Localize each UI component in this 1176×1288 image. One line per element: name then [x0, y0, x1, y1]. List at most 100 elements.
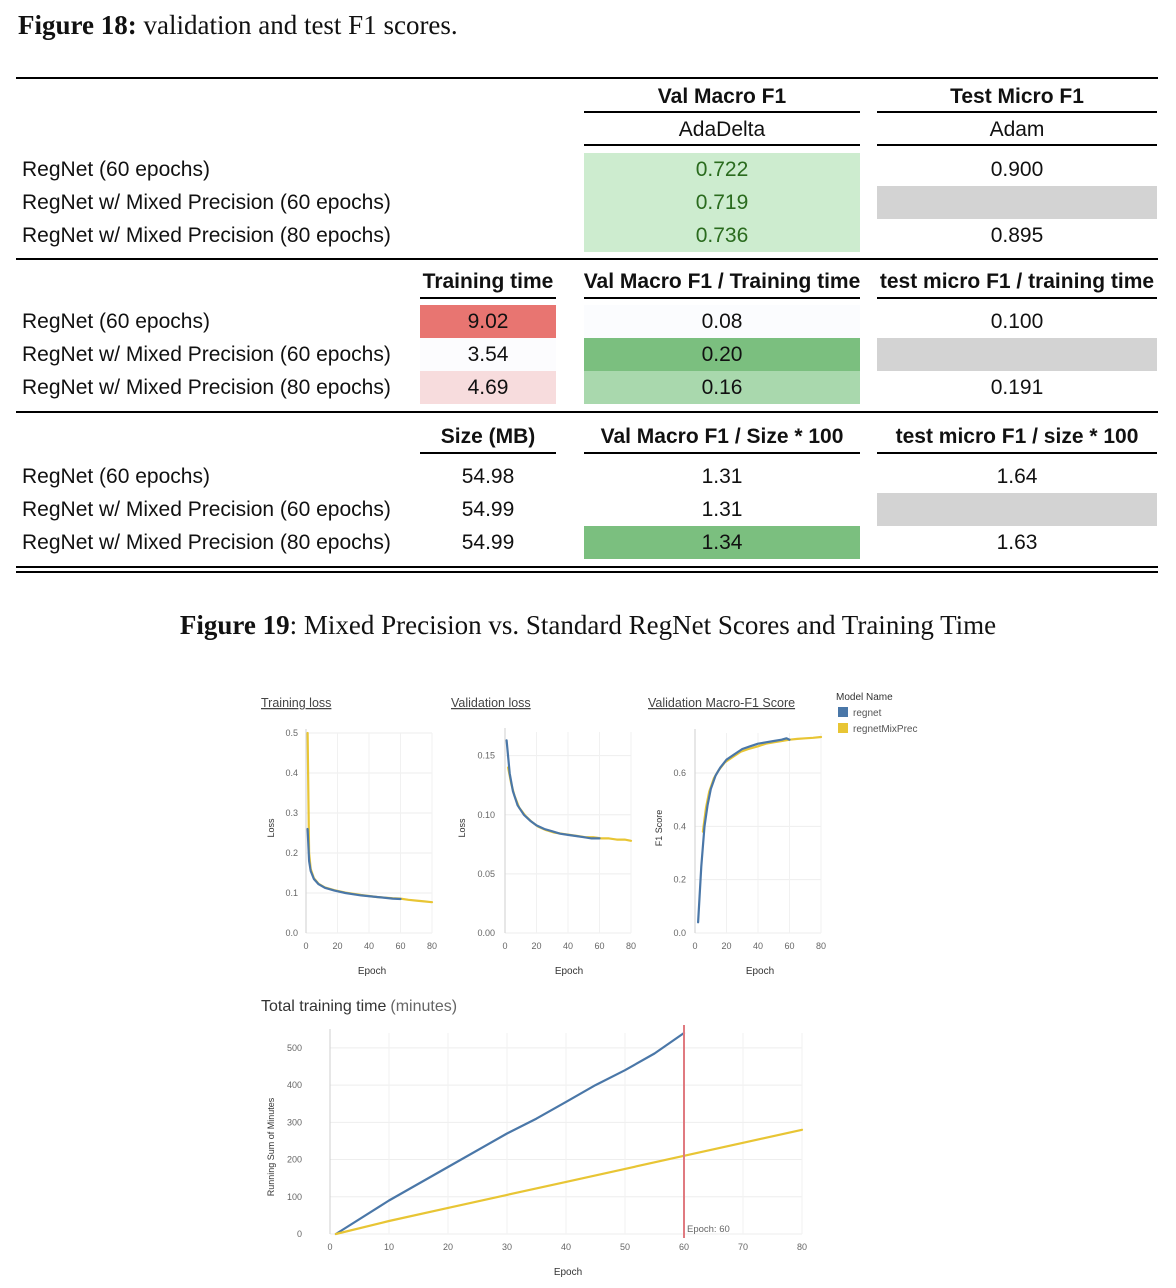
test-f1-cell: 0.895 [990, 224, 1044, 247]
y-tick-label: 0.1 [285, 888, 298, 898]
chart-title: Training loss [261, 696, 331, 710]
col-header-val-per-size: Val Macro F1 / Size * 100 [600, 425, 844, 448]
x-tick-label: 10 [384, 1242, 394, 1252]
rule-training-time [420, 297, 556, 299]
x-tick-label: 80 [816, 941, 826, 951]
val-per-time-cell: 0.16 [584, 371, 860, 404]
y-axis-label: F1 Score [654, 810, 664, 847]
y-tick-label: 0.5 [285, 728, 298, 738]
size-cell: 54.99 [461, 498, 515, 521]
plot-area: 0.00 0.05 0.10 0.15 0 20 40 60 80 [477, 728, 636, 951]
val-per-time-cell: 0.20 [584, 338, 860, 371]
col-header-val-per-time: Val Macro F1 / Training time [583, 270, 861, 293]
x-tick-label: 70 [738, 1242, 748, 1252]
training-time-cell: 9.02 [420, 305, 556, 338]
test-f1-cell-empty [877, 186, 1157, 219]
size-cell: 54.98 [461, 465, 515, 488]
y-tick-label: 200 [287, 1155, 302, 1165]
x-tick-label: 80 [797, 1242, 807, 1252]
val-per-size-cell: 1.31 [701, 465, 743, 488]
y-tick-label: 0.3 [285, 808, 298, 818]
training-time-cell: 4.69 [420, 371, 556, 404]
series-line-regnetMixPrec [507, 766, 633, 842]
row-label: RegNet w/ Mixed Precision (80 epochs) [22, 224, 391, 247]
chart-total-training-time: Total training time (minutes) 01002003004… [261, 998, 807, 1278]
series-line-regnetMixPrec [701, 735, 823, 833]
sub-header-adam: Adam [989, 118, 1045, 141]
y-tick-label: 500 [287, 1043, 302, 1053]
test-per-size-cell: 1.64 [996, 465, 1038, 488]
val-f1-cell: 0.722 [584, 153, 860, 186]
x-axis-label: Epoch [555, 966, 583, 977]
rule-adam [877, 144, 1157, 146]
row-label: RegNet (60 epochs) [22, 465, 210, 488]
chart-title: Validation Macro-F1 Score [648, 696, 795, 710]
x-tick-label: 50 [620, 1242, 630, 1252]
y-axis-label: Loss [266, 818, 276, 838]
plot-area: 0 100 200 300 400 500 0 10 20 30 40 50 60 70 80 Epoch: … [287, 1025, 807, 1252]
chart-validation-loss: Validation loss 0.00 0.05 0.10 0.15 0 20 40 60 8… [451, 696, 636, 977]
x-axis-label: Epoch [358, 966, 386, 977]
chart-title-suffix: (minutes) [390, 998, 457, 1015]
test-f1-cell: 0.900 [990, 158, 1044, 181]
val-per-size-cell: 1.31 [701, 498, 743, 521]
y-tick-label: 0.6 [673, 768, 686, 778]
table-bottom-rule [16, 566, 1158, 568]
figure-18-text: validation and test F1 scores. [136, 10, 458, 40]
y-tick-label: 0.2 [673, 875, 686, 885]
series-line-regnet [306, 827, 402, 901]
chart-title: Total training time (minutes) [261, 998, 457, 1015]
rule-adadelta [584, 144, 860, 146]
x-axis-label: Epoch [746, 966, 774, 977]
y-tick-label: 0.4 [285, 768, 298, 778]
series-line-regnet [505, 739, 601, 840]
plot-area: 0.0 0.2 0.4 0.6 0 20 40 60 80 [673, 729, 826, 951]
val-f1-cell: 0.719 [584, 186, 860, 219]
charts-figure: Model Name regnet regnetMixPrec Training… [261, 692, 917, 1278]
x-tick-label: 0 [502, 941, 507, 951]
rule-size [420, 452, 556, 454]
chart-title: Validation loss [451, 696, 531, 710]
series-line-regnet [334, 1031, 686, 1236]
test-per-size-cell-empty [877, 493, 1157, 526]
y-tick-label: 300 [287, 1117, 302, 1127]
test-per-time-cell: 0.100 [990, 310, 1044, 333]
figure-18-label: Figure 18: [18, 10, 137, 40]
sub-header-adadelta: AdaDelta [678, 118, 766, 141]
row-label: RegNet w/ Mixed Precision (60 epochs) [22, 498, 391, 521]
col-header-test-per-size: test micro F1 / size * 100 [895, 425, 1139, 448]
row-label: RegNet (60 epochs) [22, 158, 210, 181]
x-tick-label: 60 [594, 941, 604, 951]
rule-val-macro [584, 111, 860, 113]
x-tick-label: 0 [692, 941, 697, 951]
row-label: RegNet (60 epochs) [22, 310, 210, 333]
section-divider [16, 258, 1158, 260]
y-tick-label: 100 [287, 1192, 302, 1202]
training-time-cell: 3.54 [420, 338, 556, 371]
y-tick-label: 0.0 [285, 928, 298, 938]
rule-test-per-time [877, 297, 1157, 299]
rule-test-micro [877, 111, 1157, 113]
row-label: RegNet w/ Mixed Precision (80 epochs) [22, 376, 391, 399]
rule-val-per-time [584, 297, 860, 299]
section-divider [16, 411, 1158, 413]
val-f1-cell: 0.736 [584, 219, 860, 252]
y-tick-label: 0 [297, 1229, 302, 1239]
x-tick-label: 0 [303, 941, 308, 951]
figure-19-label: Figure 19 [179, 610, 290, 640]
y-tick-label: 0.2 [285, 848, 298, 858]
legend-title: Model Name [836, 692, 893, 703]
y-axis-label: Running Sum of Minutes [266, 1097, 276, 1196]
col-header-training-time: Training time [422, 270, 554, 293]
x-tick-label: 60 [679, 1242, 689, 1252]
row-label: RegNet w/ Mixed Precision (60 epochs) [22, 191, 391, 214]
x-tick-label: 60 [395, 941, 405, 951]
val-per-size-cell: 1.34 [584, 526, 860, 559]
legend-swatch-regnet [838, 707, 848, 717]
y-tick-label: 0.4 [673, 821, 686, 831]
val-per-time-cell: 0.08 [584, 305, 860, 338]
y-tick-label: 0.0 [673, 928, 686, 938]
x-tick-label: 20 [332, 941, 342, 951]
series-line-regnet [697, 737, 791, 924]
x-tick-label: 30 [502, 1242, 512, 1252]
